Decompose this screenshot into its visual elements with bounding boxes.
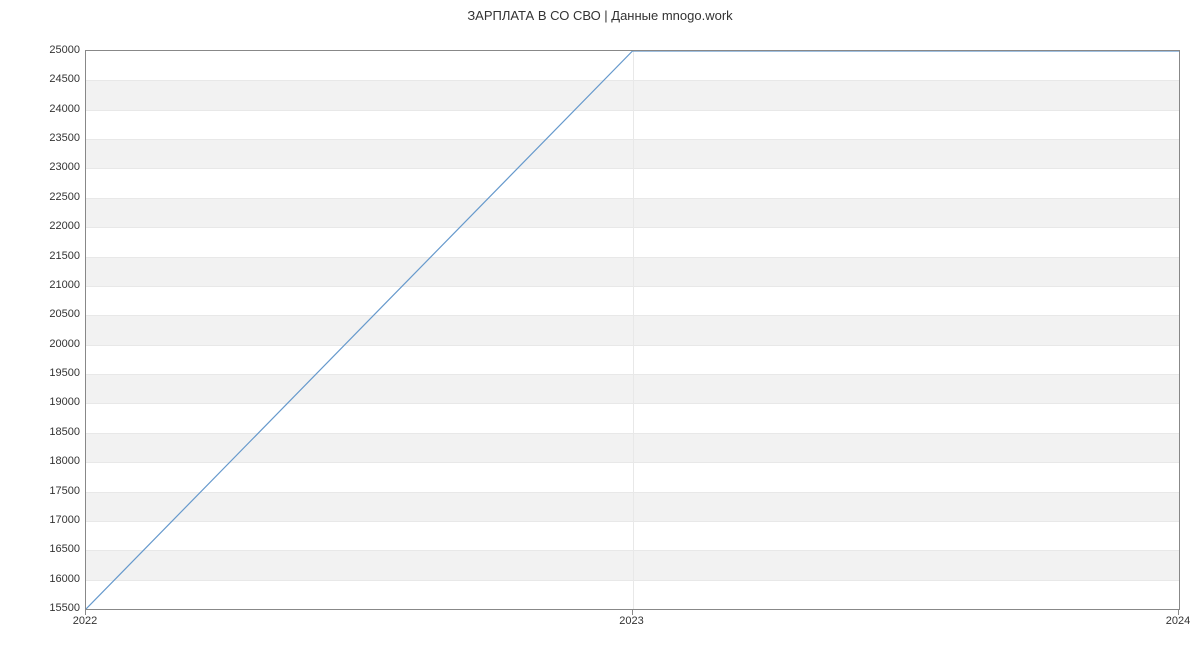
- x-tick-mark: [632, 610, 633, 615]
- y-tick-label: 20000: [10, 338, 80, 350]
- y-tick-label: 25000: [10, 44, 80, 56]
- y-tick-label: 18000: [10, 455, 80, 467]
- y-tick-label: 20500: [10, 308, 80, 320]
- salary-chart: ЗАРПЛАТА В СО СВО | Данные mnogo.work 15…: [0, 0, 1200, 650]
- y-tick-label: 24500: [10, 73, 80, 85]
- x-tick-label: 2024: [1166, 615, 1190, 627]
- y-tick-label: 22500: [10, 191, 80, 203]
- y-tick-label: 23500: [10, 132, 80, 144]
- y-tick-label: 17500: [10, 485, 80, 497]
- y-tick-label: 21500: [10, 250, 80, 262]
- y-tick-label: 16500: [10, 543, 80, 555]
- chart-title: ЗАРПЛАТА В СО СВО | Данные mnogo.work: [0, 8, 1200, 23]
- y-tick-label: 22000: [10, 220, 80, 232]
- x-tick-label: 2022: [73, 615, 97, 627]
- y-tick-label: 24000: [10, 103, 80, 115]
- y-tick-label: 16000: [10, 573, 80, 585]
- plot-area: [85, 50, 1180, 610]
- y-tick-label: 18500: [10, 426, 80, 438]
- x-tick-mark: [85, 610, 86, 615]
- y-tick-label: 15500: [10, 602, 80, 614]
- y-tick-label: 23000: [10, 161, 80, 173]
- y-tick-label: 19500: [10, 367, 80, 379]
- line-series: [86, 51, 1179, 609]
- x-tick-label: 2023: [619, 615, 643, 627]
- y-tick-label: 21000: [10, 279, 80, 291]
- salary-line: [86, 51, 1179, 609]
- x-tick-mark: [1178, 610, 1179, 615]
- y-tick-label: 17000: [10, 514, 80, 526]
- y-tick-label: 19000: [10, 396, 80, 408]
